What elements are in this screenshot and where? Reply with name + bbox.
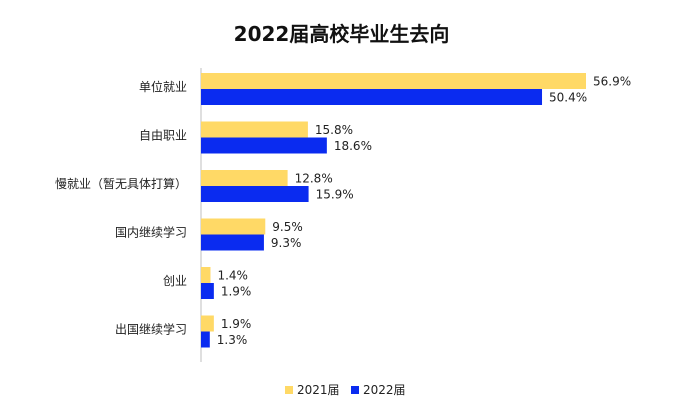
- data-label: 9.5%: [272, 220, 303, 234]
- data-label: 15.8%: [315, 123, 353, 137]
- bar-series-1: [201, 170, 288, 186]
- legend-swatch: [351, 386, 359, 394]
- category-label: 单位就业: [139, 79, 187, 94]
- legend-swatch: [285, 386, 293, 394]
- category-label: 出国继续学习: [115, 322, 187, 337]
- category-label: 国内继续学习: [115, 225, 187, 240]
- data-label: 12.8%: [295, 172, 333, 186]
- data-label: 9.3%: [271, 236, 302, 250]
- data-label: 1.9%: [221, 285, 252, 299]
- bar-series-1: [201, 121, 308, 138]
- data-label: 1.9%: [221, 317, 252, 331]
- data-label: 1.3%: [217, 333, 248, 347]
- chart-title: 2022届高校毕业生去向: [233, 22, 450, 46]
- legend-label: 2021届: [297, 383, 340, 397]
- bar-series-1: [201, 315, 214, 332]
- data-label: 50.4%: [549, 91, 587, 105]
- bar-series-2: [201, 89, 543, 105]
- bar-series-2: [201, 137, 327, 154]
- bar-series-2: [201, 234, 264, 251]
- bar-series-2: [201, 283, 214, 299]
- data-label: 1.4%: [217, 269, 248, 283]
- bar-series-2: [201, 186, 309, 202]
- category-label: 慢就业（暂无具体打算）: [55, 176, 187, 191]
- bar-series-1: [201, 218, 266, 235]
- bar-series-1: [201, 73, 586, 89]
- data-label: 18.6%: [334, 139, 372, 153]
- bar-series-1: [201, 267, 211, 283]
- data-label: 56.9%: [593, 75, 631, 89]
- data-label: 15.9%: [316, 188, 354, 202]
- legend-label: 2022届: [363, 383, 406, 397]
- category-label: 创业: [163, 274, 187, 288]
- bar-series-2: [201, 331, 210, 348]
- category-label: 自由职业: [139, 129, 187, 143]
